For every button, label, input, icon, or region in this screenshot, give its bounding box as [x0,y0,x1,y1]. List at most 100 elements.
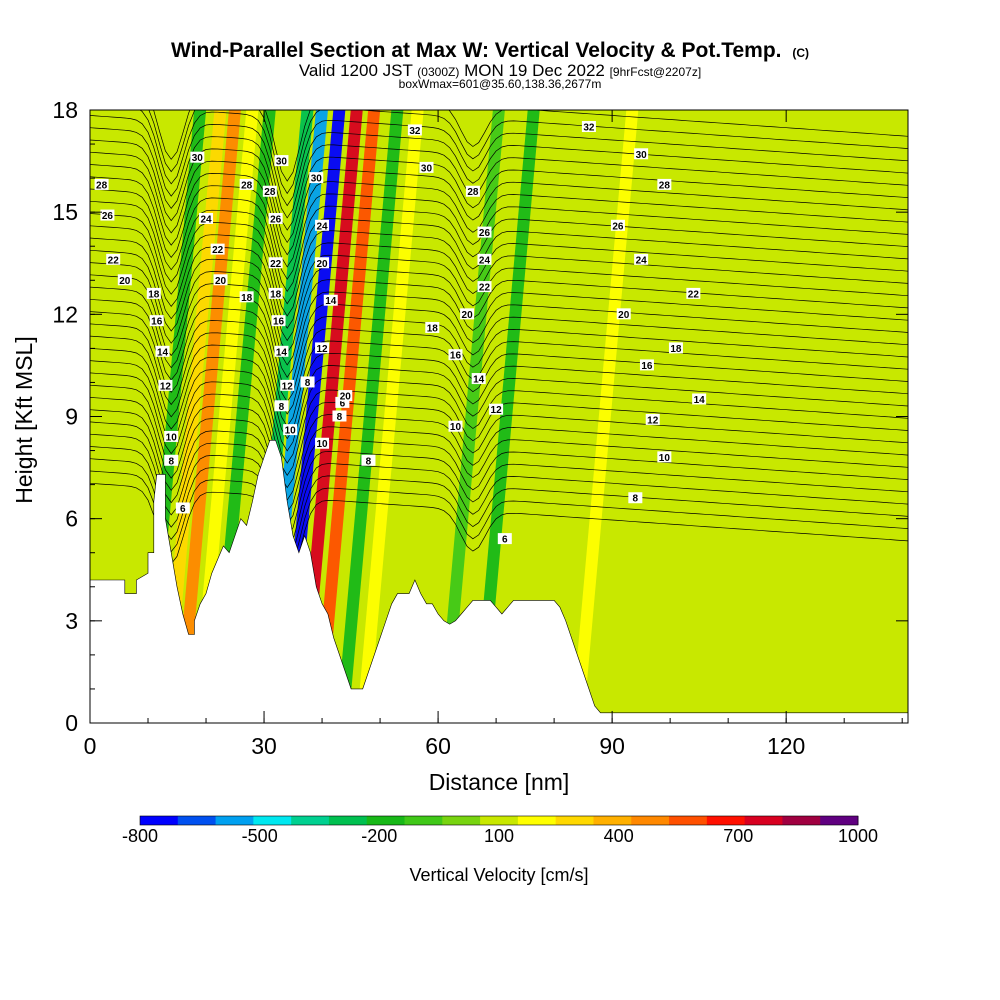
contour-label: 18 [239,291,254,304]
colorbar-tick-label: -800 [122,826,158,846]
colorbar [139,815,859,826]
isentrope-line [90,348,908,452]
svg-text:8: 8 [366,456,372,467]
svg-text:24: 24 [200,214,212,225]
isentrope-line [90,127,908,231]
colorbar-tick-label: -200 [361,826,397,846]
colorbar-swatch [140,816,179,825]
svg-text:6: 6 [502,535,508,546]
svg-text:10: 10 [659,453,671,464]
isentrope-line [90,360,908,464]
y-tick-label: 12 [52,301,78,327]
contour-label: 12 [280,379,295,392]
svg-text:20: 20 [340,392,352,403]
contour-label: 10 [448,420,463,433]
contour-label: 20 [117,274,132,287]
svg-text:10: 10 [285,426,297,437]
svg-text:10: 10 [450,422,462,433]
isentrope-line [90,433,908,538]
contour-label: 6 [497,533,512,546]
contour-label: 8 [164,454,179,467]
svg-text:26: 26 [612,221,624,232]
contour-labels: 32 32 30 30 30 30 30 28 28 28 28 28 26 26 26 26 24 24 24 24… [94,121,707,546]
colorbar-swatch [820,816,859,825]
svg-text:26: 26 [270,214,282,225]
colorbar-tick-label: 700 [723,826,753,846]
svg-text:22: 22 [108,255,120,266]
x-tick-label: 120 [767,733,805,759]
y-tick-label: 6 [65,506,78,532]
isentrope-line [90,176,908,280]
velocity-band-1 [173,110,241,723]
colorbar-swatch [593,816,632,825]
svg-text:18: 18 [241,293,253,304]
isentrope-line [90,446,908,550]
isentrope-line [90,286,908,391]
isentrope-line [90,200,908,305]
contour-label: 28 [657,178,672,191]
y-tick-label: 18 [52,97,78,123]
contour-label: 32 [407,124,422,137]
svg-text:8: 8 [279,402,285,413]
contour-label: 8 [361,454,376,467]
contour-label: 24 [477,253,492,266]
velocity-band-11 [356,110,424,723]
colorbar-swatch [442,816,481,825]
contour-label: 12 [158,379,173,392]
contour-label: 18 [668,342,683,355]
svg-text:20: 20 [462,310,474,321]
contour-label: 28 [465,185,480,198]
svg-text:22: 22 [479,283,491,294]
contour-label: 26 [477,226,492,239]
contour-label: 6 [335,396,350,409]
colorbar-swatch [744,816,783,825]
colorbar-swatch [253,816,292,825]
isentrope-line [148,110,908,195]
colorbar-label: Vertical Velocity [cm/s] [409,865,588,885]
svg-text:6: 6 [340,398,346,409]
y-tick-label: 9 [65,404,78,430]
svg-text:18: 18 [427,323,439,334]
y-tick-label: 15 [52,199,78,225]
chart-subtitle: Valid 1200 JST (0300Z) MON 19 Dec 2022 [… [299,61,701,80]
colorbar-swatch [366,816,406,825]
isentrope-line [90,115,908,219]
colorbar-swatch [177,816,217,825]
contour-label: 16 [448,349,463,362]
colorbar-swatch [404,816,443,825]
svg-text:30: 30 [276,157,288,168]
svg-text:28: 28 [241,180,253,191]
svg-text:14: 14 [276,347,288,358]
svg-text:10: 10 [316,439,328,450]
colorbar-swatch [631,816,670,825]
contour-label: 16 [639,359,654,372]
velocity-band-13 [472,110,540,723]
velocity-band-9 [313,110,381,723]
contour-label: 30 [274,155,289,168]
colorbar-swatch [291,816,330,825]
svg-text:8: 8 [633,494,639,505]
x-tick-label: 90 [599,733,625,759]
svg-text:8: 8 [305,378,311,389]
svg-text:18: 18 [148,289,160,300]
contour-label: 14 [274,345,289,358]
svg-text:12: 12 [491,405,503,416]
isentrope-contours [90,110,908,587]
colorbar-tick-label: 100 [484,826,514,846]
svg-text:16: 16 [273,317,285,328]
contour-label: 18 [146,287,161,300]
svg-text:24: 24 [636,255,648,266]
svg-text:12: 12 [316,344,328,355]
svg-text:12: 12 [282,381,294,392]
contour-label: 8 [628,492,643,505]
isentrope-line [90,225,908,329]
isentrope-line [90,458,908,562]
contour-label: 22 [686,287,701,300]
colorbar-swatch [480,816,519,825]
isentrope-line [90,482,908,587]
contour-label: 16 [271,315,286,328]
svg-text:26: 26 [479,228,491,239]
svg-text:28: 28 [96,180,108,191]
svg-text:20: 20 [618,310,630,321]
colorbar-swatch [555,816,594,825]
